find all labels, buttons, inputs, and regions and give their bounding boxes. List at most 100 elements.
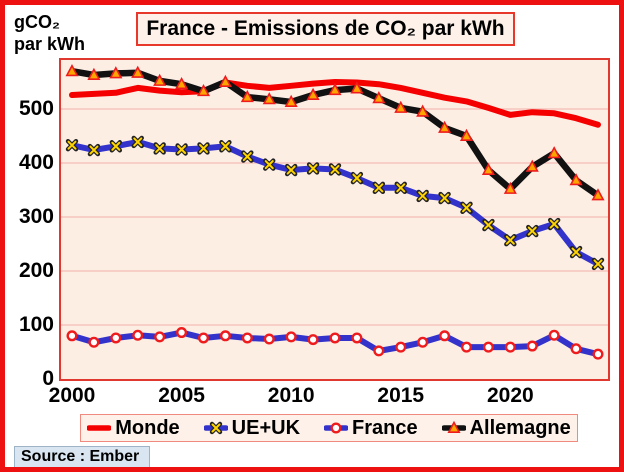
- data-point-marker: [373, 345, 385, 357]
- data-point-marker: [328, 163, 342, 176]
- y-axis-unit-line1: gCO₂: [14, 12, 60, 32]
- data-point-marker: [416, 104, 430, 117]
- data-point-marker: [416, 189, 429, 203]
- data-point-marker: [591, 188, 605, 201]
- data-point-marker: [482, 218, 495, 232]
- data-point-marker: [526, 224, 539, 238]
- data-point-marker: [438, 120, 452, 133]
- data-point-marker: [394, 181, 407, 195]
- data-point-marker: [263, 158, 276, 171]
- data-point-marker: [438, 191, 451, 205]
- data-point-marker: [306, 162, 320, 175]
- data-point-marker: [504, 234, 517, 247]
- ue-uk-legend-marker-icon: [203, 421, 228, 435]
- data-point-marker: [88, 336, 100, 348]
- data-point-marker: [154, 331, 166, 343]
- y-tick-label: 100: [18, 313, 54, 336]
- data-point-marker: [307, 334, 319, 346]
- data-point-marker: [175, 143, 188, 156]
- data-point-marker: [219, 330, 231, 342]
- data-point-marker: [241, 332, 253, 344]
- chart-title-box: France - Emissions de CO₂ par kWh: [136, 12, 515, 46]
- data-point-marker: [350, 171, 364, 185]
- data-point-marker: [197, 142, 210, 155]
- data-point-marker: [284, 94, 298, 107]
- data-point-marker: [481, 162, 495, 176]
- legend-item-label: Allemagne: [469, 416, 571, 439]
- x-tick-label: 2005: [158, 384, 205, 407]
- data-point-marker: [503, 181, 517, 194]
- data-point-marker: [591, 257, 605, 271]
- data-point-marker: [417, 336, 429, 348]
- data-point-marker: [218, 74, 232, 87]
- data-point-marker: [131, 135, 144, 149]
- legend-item-allemagne: Allemagne: [441, 416, 571, 440]
- y-tick-label: 500: [18, 97, 54, 120]
- data-point-marker: [569, 245, 583, 259]
- y-tick-label: 400: [18, 151, 54, 174]
- source-badge: Source : Ember: [14, 446, 151, 467]
- data-point-marker: [372, 181, 386, 195]
- data-point-marker: [351, 332, 363, 344]
- data-point-marker: [87, 67, 101, 80]
- data-point-marker: [109, 140, 123, 153]
- x-tick-label: 2010: [267, 384, 315, 407]
- data-point-marker: [570, 343, 582, 355]
- data-point-marker: [525, 159, 539, 172]
- data-point-marker: [197, 332, 210, 344]
- data-point-marker: [329, 332, 341, 344]
- plot-svg: [61, 64, 608, 360]
- y-tick-label: 200: [18, 259, 54, 282]
- legend-item-label: France: [352, 416, 418, 439]
- data-point-marker: [209, 421, 222, 435]
- data-point-marker: [459, 128, 474, 141]
- data-point-marker: [65, 138, 79, 152]
- data-point-marker: [569, 173, 583, 186]
- legend-item-france: France: [324, 417, 418, 440]
- series-line-monde: [69, 79, 601, 128]
- y-tick-label: 300: [18, 205, 54, 228]
- data-point-marker: [504, 341, 516, 353]
- monde-legend-marker-icon: [87, 425, 112, 431]
- data-point-marker: [65, 64, 79, 77]
- data-point-marker: [131, 65, 145, 78]
- data-point-marker: [241, 150, 254, 163]
- data-point-marker: [262, 92, 276, 105]
- data-point-marker: [176, 327, 188, 339]
- x-tick-label: 2000: [48, 384, 96, 407]
- legend-item-label: UE+UK: [231, 416, 301, 439]
- allemagne-legend-marker-icon: [441, 420, 466, 433]
- data-point-marker: [394, 100, 408, 113]
- data-point-marker: [175, 76, 189, 90]
- data-point-marker: [240, 89, 254, 103]
- data-point-marker: [526, 340, 538, 352]
- data-point-marker: [439, 330, 451, 342]
- data-point-marker: [285, 331, 297, 343]
- data-point-marker: [330, 422, 342, 434]
- data-point-marker: [460, 341, 473, 353]
- data-point-marker: [460, 201, 473, 215]
- data-point-marker: [547, 217, 561, 231]
- france-legend-marker-icon: [324, 422, 349, 434]
- data-point-marker: [592, 348, 604, 360]
- source-text: Source : Ember: [21, 448, 140, 465]
- data-point-marker: [66, 330, 78, 342]
- data-point-marker: [109, 66, 123, 79]
- series-line-ue-uk: [69, 138, 601, 267]
- data-point-marker: [372, 91, 386, 104]
- legend-item-label: Monde: [115, 416, 180, 439]
- legend: Monde UE+UK France Allemagne: [80, 414, 578, 442]
- plot-area: [59, 58, 610, 381]
- data-point-marker: [284, 163, 298, 177]
- data-point-marker: [196, 83, 211, 97]
- legend-item-ue-uk: UE+UK: [203, 416, 301, 440]
- data-point-marker: [153, 142, 166, 155]
- chart-title: France - Emissions de CO₂ par kWh: [146, 17, 505, 40]
- data-point-marker: [547, 146, 561, 159]
- data-point-marker: [110, 332, 122, 344]
- data-point-marker: [219, 140, 232, 153]
- data-point-marker: [548, 329, 560, 341]
- data-point-marker: [132, 329, 144, 341]
- y-axis-unit-line2: par kWh: [14, 34, 86, 54]
